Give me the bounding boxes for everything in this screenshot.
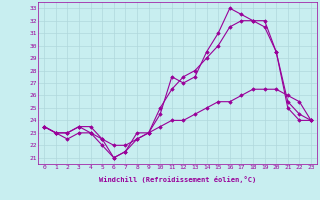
X-axis label: Windchill (Refroidissement éolien,°C): Windchill (Refroidissement éolien,°C) bbox=[99, 176, 256, 183]
